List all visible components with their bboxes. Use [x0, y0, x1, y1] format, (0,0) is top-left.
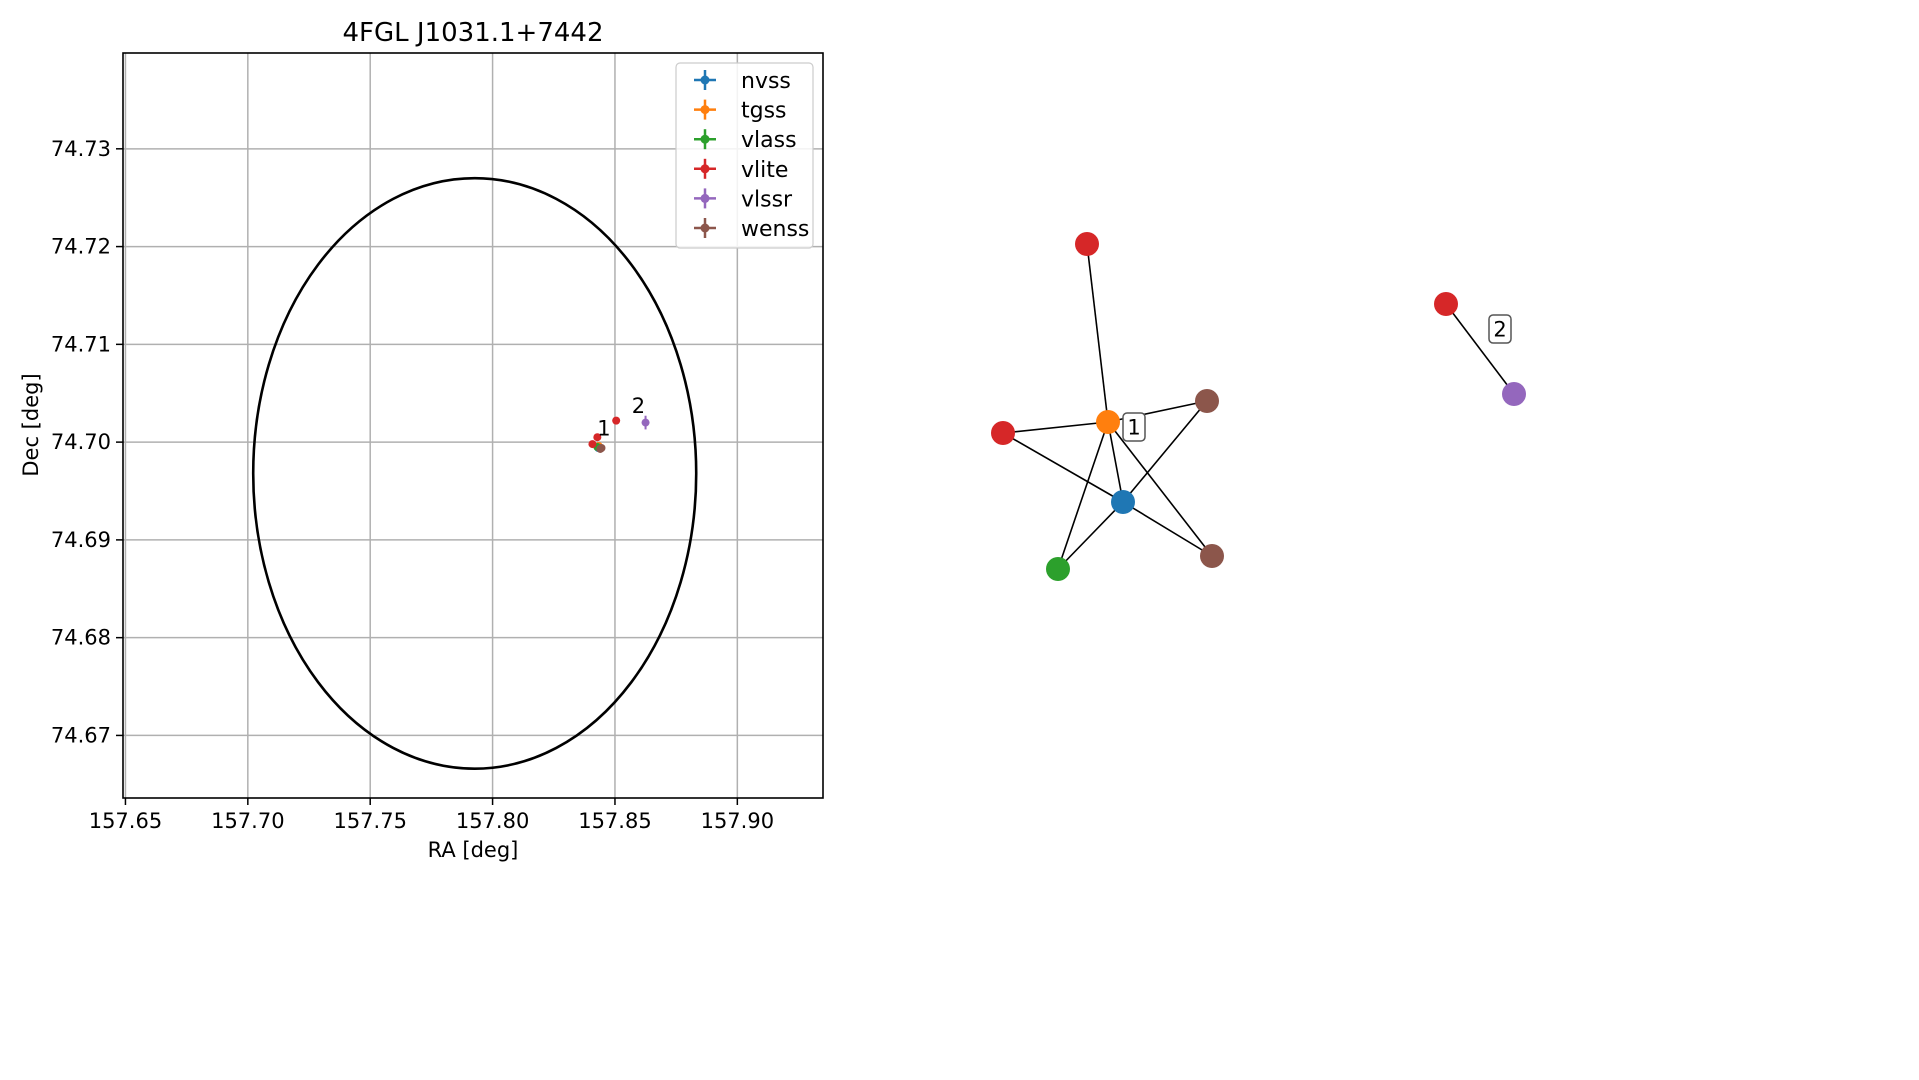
network-group-label: 1 — [1122, 412, 1146, 442]
network-node-tgss — [1096, 410, 1120, 434]
y-tick-label: 74.72 — [51, 235, 111, 259]
legend-label: wenss — [741, 217, 809, 242]
chart-title: 4FGL J1031.1+7442 — [343, 18, 604, 48]
error-ellipse-layer — [251, 176, 698, 770]
source-annotations: 12 — [597, 394, 645, 440]
x-tick-label: 157.70 — [211, 809, 284, 833]
network-group-label: 2 — [1488, 314, 1512, 344]
y-tick-label: 74.73 — [51, 137, 111, 161]
legend-label: vlite — [741, 158, 788, 183]
network-edge — [1445, 303, 1515, 395]
network-group-labels: 12 — [1122, 314, 1512, 442]
legend: nvss tgss vlass vlite vlssr wenss — [675, 62, 814, 249]
plot-frame — [122, 52, 824, 799]
sky-position-chart: 4FGL J1031.1+7442 12 157.65 157.70 157.75 1… — [19, 18, 824, 862]
network-edge — [1122, 501, 1213, 557]
network-node-vlite_a — [1075, 232, 1099, 256]
x-axis-label: RA [deg] — [428, 838, 519, 862]
network-node-vlite_c — [1434, 292, 1458, 316]
legend-marker-dot — [700, 75, 710, 85]
legend-label: vlass — [741, 128, 797, 153]
source-group-label: 1 — [597, 416, 610, 440]
network-node-wenss_b — [1200, 544, 1224, 568]
network-edge — [1057, 421, 1109, 570]
legend-label: nvss — [741, 69, 791, 94]
x-tick-label: 157.65 — [89, 809, 162, 833]
legend-item-vlite: vlite — [694, 158, 788, 183]
y-tick-label: 74.71 — [51, 332, 111, 356]
match-network-graph: 12 — [991, 232, 1526, 581]
legend-item-vlssr: vlssr — [694, 187, 793, 212]
y-axis-label: Dec [deg] — [19, 373, 43, 476]
group-label-text: 2 — [1493, 318, 1506, 342]
x-axis-ticks: 157.65 157.70 157.75 157.80 157.85 157.90 — [89, 798, 774, 833]
legend-item-nvss: nvss — [694, 69, 791, 94]
network-node-vlite_b — [991, 421, 1015, 445]
network-node-vlass — [1046, 557, 1070, 581]
legend-marker-dot — [700, 223, 710, 233]
point-wenss — [597, 443, 606, 452]
legend-marker-dot — [700, 134, 710, 144]
y-axis-ticks: 74.67 74.68 74.69 74.70 74.71 74.72 74.73 — [51, 137, 123, 747]
y-tick-label: 74.67 — [51, 723, 111, 747]
point-vlite — [588, 440, 597, 449]
legend-item-vlass: vlass — [694, 128, 797, 153]
legend-label: vlssr — [741, 187, 793, 212]
legend-marker-dot — [700, 164, 710, 174]
network-edge — [1002, 421, 1109, 434]
x-tick-label: 157.80 — [456, 809, 529, 833]
group-label-text: 1 — [1127, 416, 1140, 440]
network-edge — [1086, 243, 1109, 423]
point-vlite — [612, 416, 621, 425]
point-vlite — [593, 433, 602, 442]
network-edge — [1057, 501, 1124, 570]
network-node-vlssr — [1502, 382, 1526, 406]
y-tick-label: 74.68 — [51, 626, 111, 650]
legend-items: nvss tgss vlass vlite vlssr wenss — [694, 69, 809, 242]
y-tick-label: 74.70 — [51, 430, 111, 454]
legend-marker-dot — [700, 193, 710, 203]
network-node-nvss — [1111, 490, 1135, 514]
source-points — [588, 415, 650, 453]
network-edge — [1107, 421, 1124, 503]
network-nodes — [991, 232, 1526, 581]
legend-item-wenss: wenss — [694, 217, 809, 242]
x-tick-label: 157.75 — [333, 809, 406, 833]
network-edges — [1002, 243, 1515, 570]
source-group-label: 2 — [632, 394, 645, 418]
x-tick-label: 157.85 — [578, 809, 651, 833]
network-edge — [1122, 400, 1208, 503]
network-node-wenss_a — [1195, 389, 1219, 413]
network-edge — [1002, 432, 1124, 503]
x-tick-label: 157.90 — [701, 809, 774, 833]
network-edge — [1107, 421, 1213, 557]
group-label-box — [1122, 412, 1146, 442]
point-vlssr — [641, 418, 650, 427]
group-label-box — [1488, 314, 1512, 344]
y-tick-label: 74.69 — [51, 528, 111, 552]
legend-marker-dot — [700, 105, 710, 115]
legend-label: tgss — [741, 99, 787, 124]
error-ellipse — [251, 176, 698, 770]
legend-item-tgss: tgss — [694, 99, 787, 124]
